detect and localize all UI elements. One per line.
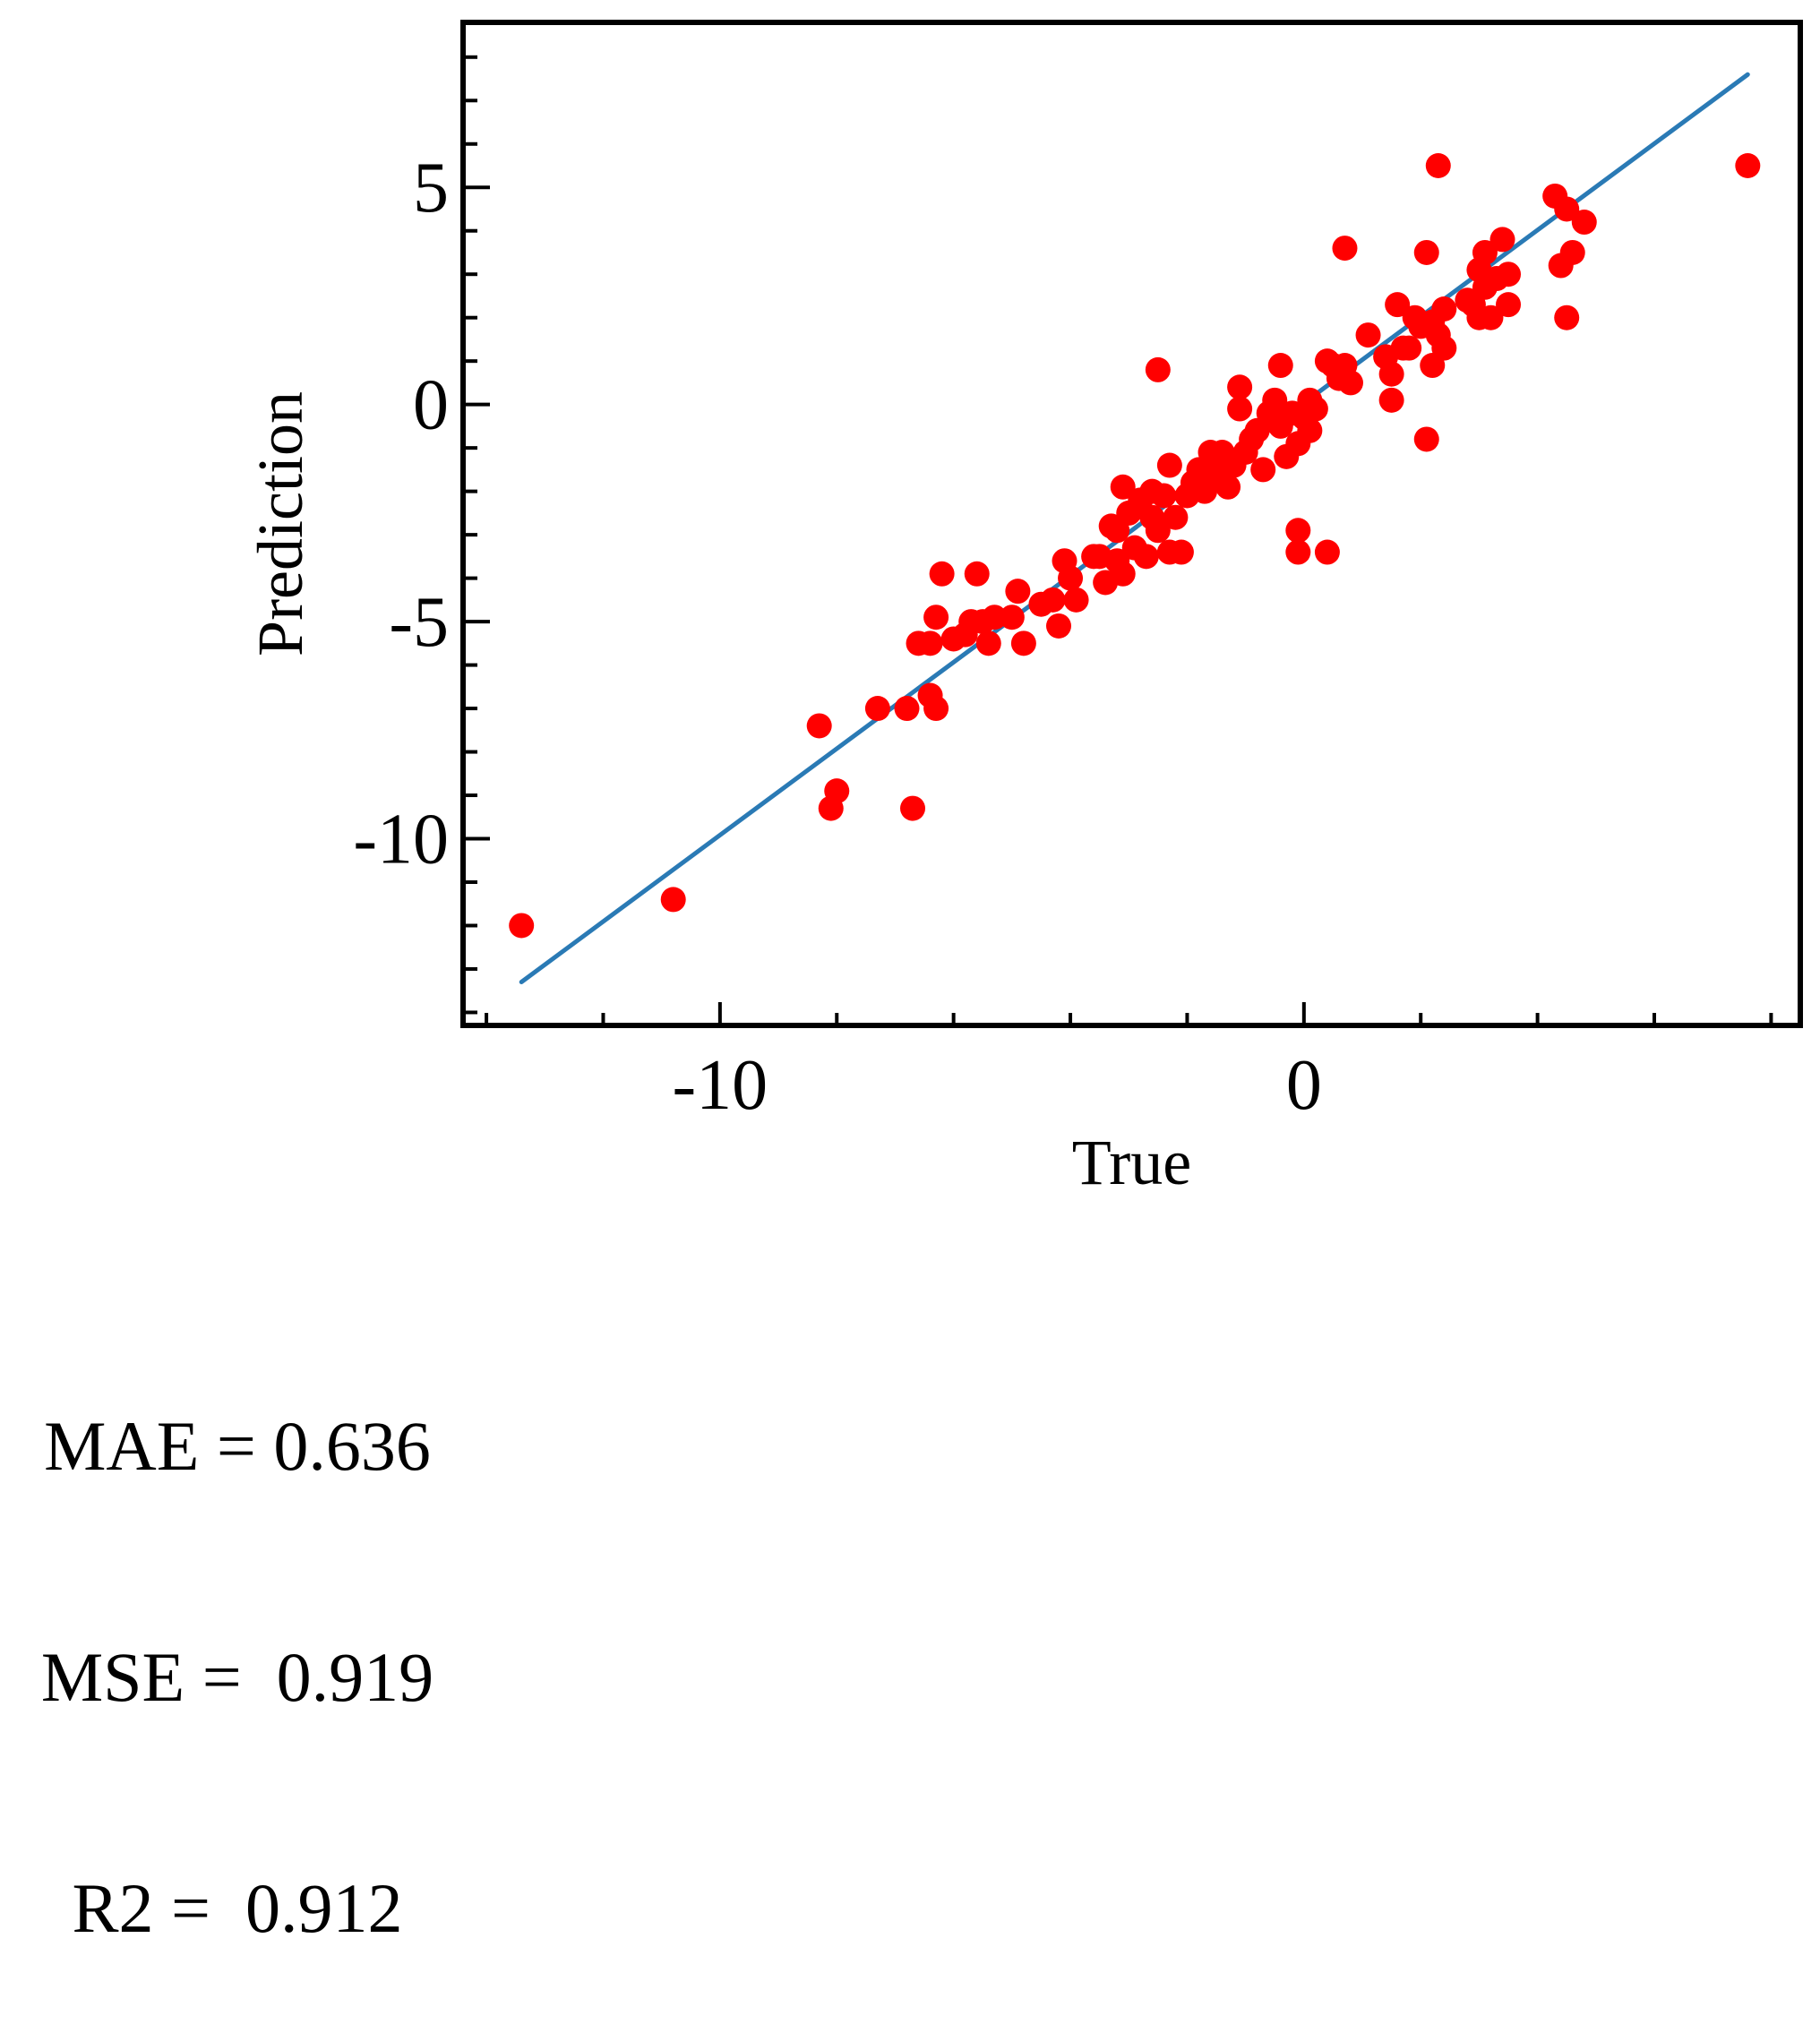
data-point [1355,322,1381,348]
data-point [1554,196,1580,222]
major-ticks [463,185,1306,1025]
data-point [1337,370,1363,396]
data-point [1010,630,1036,656]
data-point [1489,227,1515,253]
mae-metric: MAE = 0.636 [44,1407,431,1485]
data-point [917,630,943,656]
data-point [1496,262,1522,287]
data-point [1110,474,1136,500]
data-point [1425,153,1451,178]
data-point [1046,613,1072,639]
data-point [1058,565,1084,591]
data-point [1378,387,1404,413]
data-point [1297,417,1323,443]
data-point [1413,426,1439,452]
data-point [1063,587,1089,613]
data-point [1156,452,1182,478]
data-point [1478,304,1504,330]
data-point [1005,579,1031,605]
data-point [1133,544,1159,570]
data-point [1396,335,1422,361]
data-point [1262,387,1288,413]
data-point [1413,239,1439,265]
data-point [1735,153,1761,178]
data-point [964,561,990,587]
data-point [1285,518,1311,544]
data-point [1215,474,1241,500]
data-point [999,605,1025,630]
data-point [1227,396,1253,422]
metrics-panel: MAE = 0.636 MSE = 0.919 R2 = 0.912 [0,1254,475,2024]
data-point [929,561,955,587]
data-point [1145,356,1171,382]
x-tick-label: -10 [673,1046,768,1125]
y-tick-label: -5 [389,583,449,662]
data-point [806,713,832,739]
data-point [1227,374,1253,400]
x-tick-label: 0 [1286,1046,1322,1125]
x-axis-title: True [1072,1127,1191,1198]
scatter-chart: -10 0 -10 -5 0 5 True Prediction [245,20,1803,1198]
data-point [1250,457,1276,483]
data-point [824,778,850,804]
fit-line [519,72,1750,985]
data-point [1151,483,1177,509]
mse-metric: MSE = 0.919 [40,1638,434,1716]
data-point [1145,518,1171,544]
data-point [1559,239,1585,265]
data-point [509,913,535,939]
data-points [509,153,1761,939]
data-point [1267,353,1293,379]
r2-metric: R2 = 0.912 [72,1869,403,1947]
plot-frame [460,20,1803,1028]
data-point [1496,292,1522,318]
data-point [900,795,926,821]
y-tick-label: 0 [413,366,449,445]
data-point [1332,236,1358,262]
y-tick-label: -10 [353,801,449,879]
data-point [660,887,686,913]
data-point [1302,396,1328,422]
data-point [1285,539,1311,565]
data-point [923,696,949,722]
data-point [1040,587,1066,613]
data-point [1472,239,1498,265]
data-point [982,605,1008,630]
data-point [1378,361,1404,387]
data-point [1314,539,1340,565]
data-point [1431,296,1457,322]
data-point [923,605,949,630]
data-point [864,696,890,722]
data-point [894,696,920,722]
data-point [1554,304,1580,330]
y-tick-label: 5 [413,149,449,227]
data-point [1571,210,1597,236]
data-point [1110,561,1136,587]
tick-labels: -10 0 -10 -5 0 5 [353,149,1321,1125]
data-point [1168,539,1194,565]
y-axis-title: Prediction [245,391,316,656]
data-point [1163,504,1189,530]
data-point [1431,335,1457,361]
data-point [1385,292,1411,318]
data-point [975,630,1001,656]
